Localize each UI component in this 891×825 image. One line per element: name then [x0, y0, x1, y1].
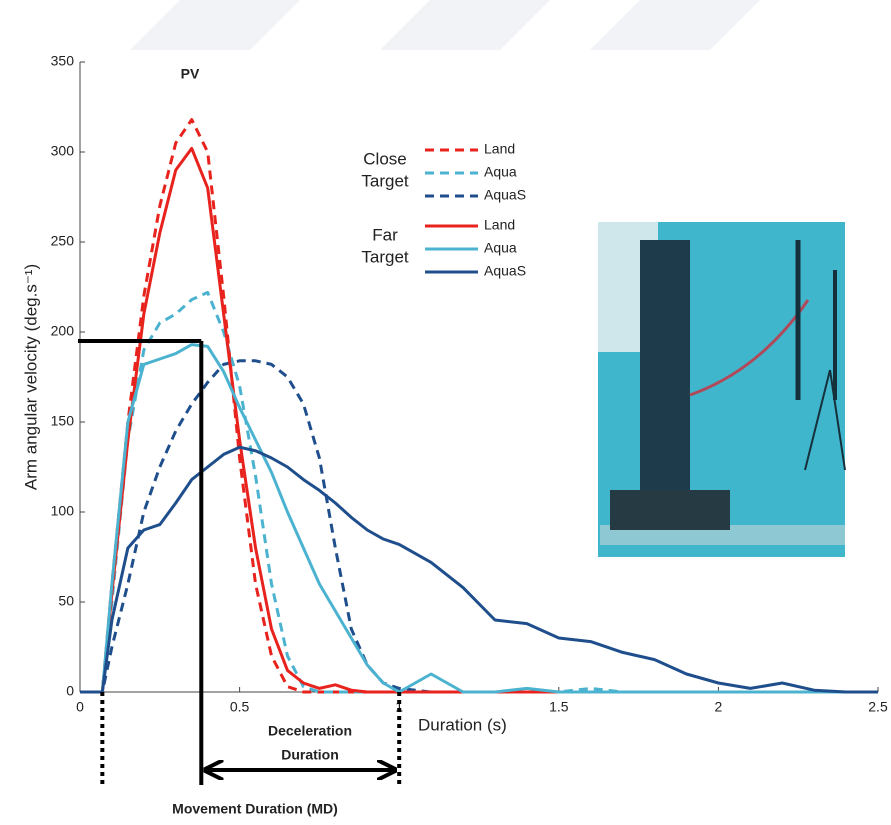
legend-label: Aqua — [484, 164, 517, 180]
movement-label: Movement Duration (MD) — [172, 801, 338, 817]
inset-photo — [598, 222, 846, 557]
x-tick-label: 2 — [715, 699, 723, 715]
series-line — [80, 343, 878, 694]
legend-label: Land — [484, 217, 515, 233]
y-tick-label: 150 — [51, 413, 75, 429]
y-tick-label: 50 — [58, 593, 74, 609]
y-tick-label: 200 — [51, 323, 75, 339]
y-tick-label: 0 — [66, 683, 74, 699]
legend-label: Aqua — [484, 240, 517, 256]
x-axis-label: Duration (s) — [418, 715, 507, 734]
legend-group-label: Far — [372, 225, 398, 244]
legend-label: Land — [484, 141, 515, 157]
x-tick-label: 2.5 — [868, 699, 888, 715]
series-line — [80, 118, 878, 694]
y-axis-label: Arm angular velocity (deg.s⁻¹) — [21, 264, 40, 490]
x-tick-label: 1 — [395, 699, 403, 715]
deceleration-label: Duration — [281, 747, 339, 763]
legend-label: AquaS — [484, 187, 526, 203]
deceleration-label: Deceleration — [268, 723, 352, 739]
legend-label: AquaS — [484, 263, 526, 279]
legend-group-label: Target — [361, 247, 409, 266]
y-tick-label: 350 — [51, 53, 75, 69]
legend-group-label: Close — [363, 149, 406, 168]
y-tick-label: 300 — [51, 143, 75, 159]
pv-label: PV — [181, 66, 200, 82]
background-stripes — [130, 0, 760, 50]
y-tick-label: 250 — [51, 233, 75, 249]
series-line — [80, 359, 878, 694]
x-tick-label: 1.5 — [549, 699, 569, 715]
y-tick-label: 100 — [51, 503, 75, 519]
x-tick-label: 0.5 — [230, 699, 250, 715]
series-line — [80, 445, 878, 694]
legend-group-label: Target — [361, 171, 409, 190]
x-tick-label: 0 — [76, 699, 84, 715]
